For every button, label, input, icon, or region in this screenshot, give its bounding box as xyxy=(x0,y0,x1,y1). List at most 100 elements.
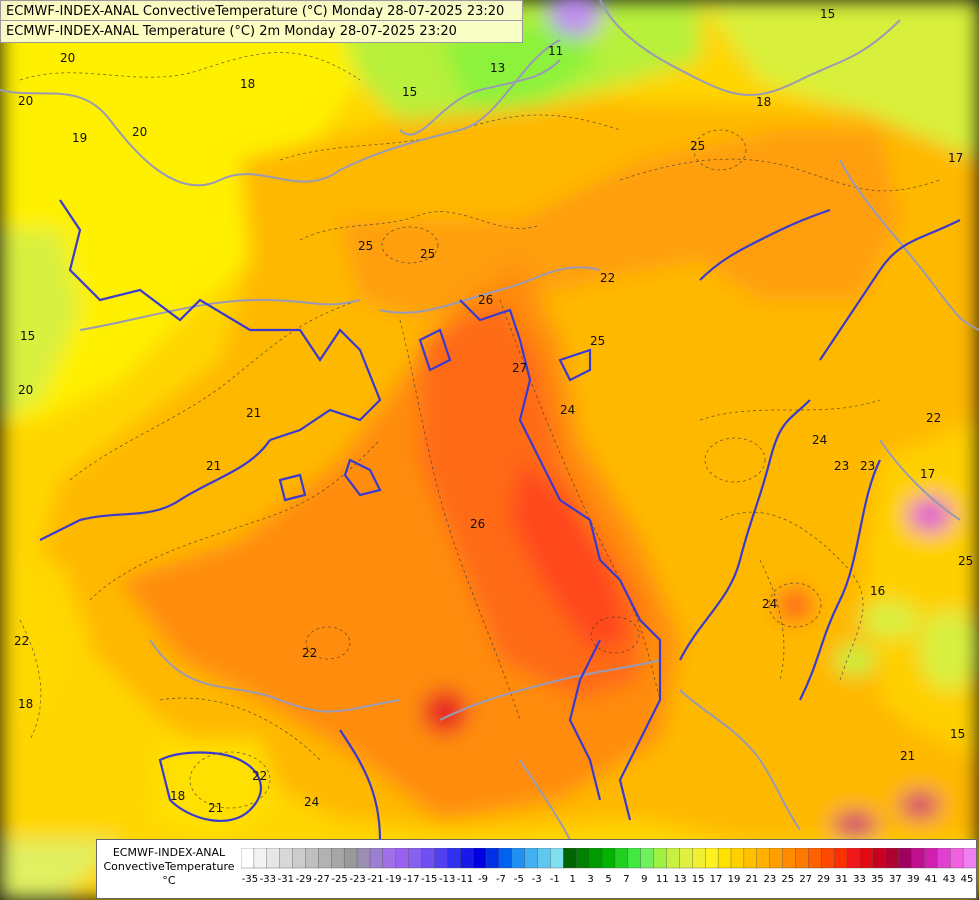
contour-label: 27 xyxy=(512,361,527,375)
country-borders xyxy=(0,0,979,841)
legend-swatch xyxy=(460,848,474,869)
contour-label: 15 xyxy=(20,329,35,343)
contour-label: 15 xyxy=(950,727,965,741)
legend-swatch xyxy=(924,848,939,869)
legend-swatch xyxy=(524,848,539,869)
legend-tick-label: -7 xyxy=(495,874,506,885)
legend-swatch xyxy=(395,848,410,869)
legend-tick-label: 39 xyxy=(906,874,920,885)
legend-tick-label: -19 xyxy=(385,874,402,885)
legend-tick-label: -9 xyxy=(478,874,488,885)
contour-label: 16 xyxy=(870,584,885,598)
contour-label: 22 xyxy=(252,769,267,783)
legend-swatch xyxy=(369,848,384,869)
legend-swatch xyxy=(447,848,461,869)
legend-parameter: ConvectiveTemperature xyxy=(103,860,235,873)
legend-tick-label: 25 xyxy=(781,874,795,885)
legend-tick-label: -25 xyxy=(331,874,348,885)
contour-label: 24 xyxy=(304,795,319,809)
legend-swatch xyxy=(705,848,719,869)
legend-tick-label: 41 xyxy=(924,874,938,885)
contour-label: 21 xyxy=(208,801,223,815)
legend-swatch xyxy=(434,848,449,869)
contour-label: 25 xyxy=(958,554,973,568)
legend-tick-label: 17 xyxy=(709,874,723,885)
legend-tick-label: -21 xyxy=(367,874,384,885)
legend-swatch xyxy=(601,848,616,869)
legend-tick-label: 1 xyxy=(569,874,576,885)
legend-title: ECMWF-INDEX-ANAL ConvectiveTemperature °… xyxy=(99,846,239,888)
contour-label: 15 xyxy=(820,7,835,21)
contour-label: 17 xyxy=(920,467,935,481)
legend-swatch xyxy=(756,848,771,869)
contour-label: 21 xyxy=(900,749,915,763)
legend-swatch xyxy=(550,848,565,869)
contour-label: 21 xyxy=(206,459,221,473)
legend-tick-label: 45 xyxy=(960,874,974,885)
legend-swatch xyxy=(266,848,281,869)
legend-swatch xyxy=(885,848,900,869)
contour-label: 11 xyxy=(548,44,563,58)
legend-swatch xyxy=(692,848,706,869)
contour-label: 18 xyxy=(170,789,185,803)
legend-tick-label: -1 xyxy=(549,874,560,885)
legend-swatch xyxy=(408,848,423,869)
contour-label: 20 xyxy=(18,383,33,397)
legend-tick-label: 23 xyxy=(763,874,777,885)
contour-label: 25 xyxy=(358,239,373,253)
contour-label: 26 xyxy=(478,293,493,307)
legend-tick-label: -35 xyxy=(241,874,259,885)
legend-tick-label: 29 xyxy=(817,874,830,885)
legend-color-bar xyxy=(241,848,976,869)
legend-tick-label: 13 xyxy=(673,874,687,885)
legend-swatch xyxy=(833,848,848,869)
contour-label: 22 xyxy=(14,634,29,648)
legend-swatch xyxy=(743,848,758,869)
legend-swatch xyxy=(279,848,294,869)
legend-swatch xyxy=(382,848,397,869)
legend-swatch xyxy=(717,848,732,869)
coastlines xyxy=(39,199,961,841)
legend-tick-label: -3 xyxy=(531,874,542,885)
contour-label: 15 xyxy=(402,85,417,99)
legend-swatch xyxy=(421,848,436,869)
legend-swatch xyxy=(898,848,913,869)
contour-label: 24 xyxy=(762,597,777,611)
legend-swatch xyxy=(305,848,320,869)
legend-swatch xyxy=(808,848,822,869)
legend-swatch xyxy=(872,848,887,869)
legend-tick-label: -33 xyxy=(259,874,277,885)
contour-label-layer: 20 18 19 20 15 13 11 15 18 25 25 25 26 22 25 27 24 23 22 24… xyxy=(14,7,973,815)
legend-swatch xyxy=(588,848,603,869)
legend-swatch xyxy=(962,848,976,869)
legend-swatch xyxy=(821,848,835,869)
legend-swatch xyxy=(937,848,951,869)
legend-tick-label: -29 xyxy=(295,874,312,885)
contour-label: 18 xyxy=(18,697,33,711)
legend-tick-label: -27 xyxy=(313,874,330,885)
contour-label: 13 xyxy=(490,61,505,75)
legend-tick-label: -23 xyxy=(349,874,366,885)
legend-model: ECMWF-INDEX-ANAL xyxy=(112,846,226,859)
contour-label: 26 xyxy=(470,517,485,531)
legend-tick-label: -15 xyxy=(421,874,438,885)
legend-unit: °C xyxy=(162,874,176,887)
legend-swatch xyxy=(241,848,255,869)
contour-label: 25 xyxy=(590,334,605,348)
contour-label: 25 xyxy=(690,139,705,153)
contour-label: 17 xyxy=(948,151,963,165)
color-legend: ECMWF-INDEX-ANAL ConvectiveTemperature °… xyxy=(96,839,977,899)
legend-tick-label: -17 xyxy=(403,874,420,885)
legend-tick-label: -31 xyxy=(277,874,294,885)
legend-swatch xyxy=(318,848,332,869)
legend-tick-label: 11 xyxy=(655,874,669,885)
legend-tick-label: 9 xyxy=(641,874,648,885)
legend-swatch xyxy=(679,848,694,869)
contour-label: 19 xyxy=(72,131,87,145)
legend-tick-label: 43 xyxy=(942,874,956,885)
legend-swatch xyxy=(472,848,487,869)
contour-label: 25 xyxy=(420,247,435,261)
